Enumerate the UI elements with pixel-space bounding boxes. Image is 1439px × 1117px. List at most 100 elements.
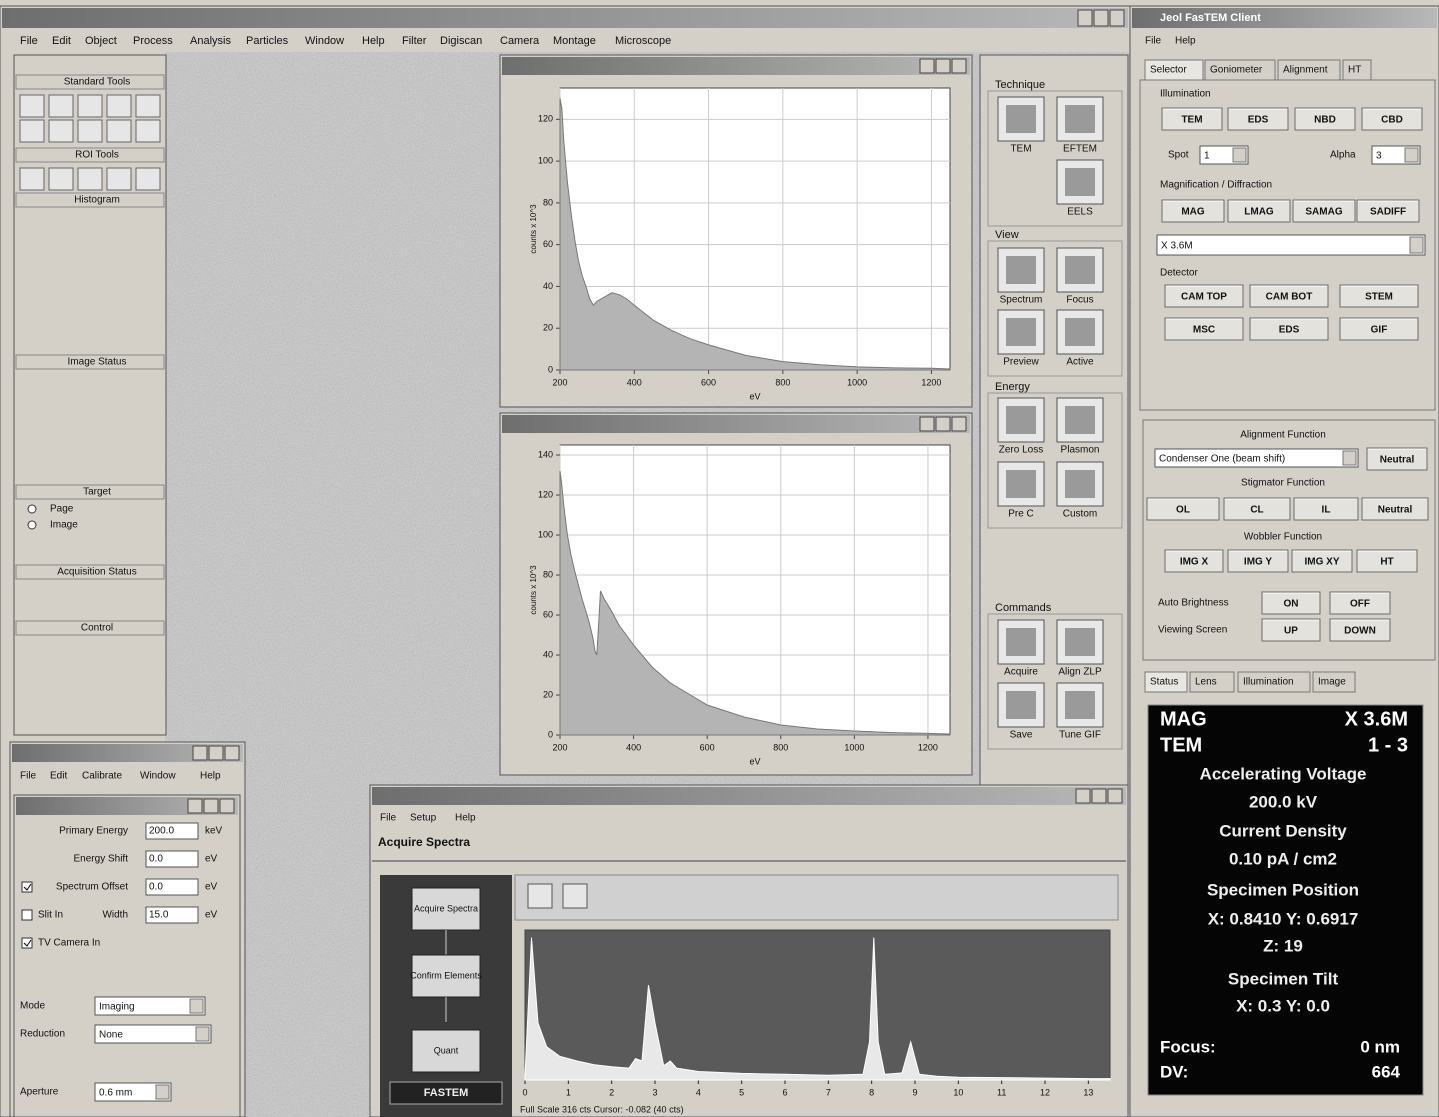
- tool-icon[interactable]: [78, 95, 102, 117]
- button-label[interactable]: IMG Y: [1244, 557, 1272, 568]
- window-control[interactable]: [952, 417, 966, 431]
- menu-item[interactable]: Setup: [410, 813, 437, 824]
- tab-label[interactable]: Alignment: [1283, 65, 1328, 76]
- tab-label[interactable]: Selector: [1150, 65, 1187, 76]
- tab-label[interactable]: Illumination: [1243, 677, 1294, 688]
- menu-item[interactable]: Microscope: [615, 35, 671, 47]
- menu-item[interactable]: File: [1145, 36, 1162, 47]
- radio[interactable]: [28, 505, 36, 513]
- window-control[interactable]: [220, 799, 234, 813]
- button-label[interactable]: Neutral: [1380, 455, 1415, 466]
- button-label[interactable]: MSC: [1193, 325, 1215, 336]
- checkbox[interactable]: [22, 910, 32, 920]
- window-control[interactable]: [1092, 789, 1106, 803]
- button-label[interactable]: TEM: [1181, 115, 1202, 126]
- tab-label[interactable]: HT: [1348, 65, 1361, 76]
- button-label[interactable]: DOWN: [1344, 626, 1376, 637]
- button-label[interactable]: IL: [1322, 505, 1331, 516]
- dropdown-arrow[interactable]: [1233, 148, 1246, 162]
- tool-icon[interactable]: [49, 95, 73, 117]
- tab-label[interactable]: Status: [1150, 677, 1178, 688]
- menu-item[interactable]: Particles: [246, 35, 289, 47]
- window-control[interactable]: [209, 746, 223, 760]
- menu-item[interactable]: Camera: [500, 35, 540, 47]
- tab-label[interactable]: Goniometer: [1210, 65, 1263, 76]
- button-label[interactable]: STEM: [1365, 292, 1393, 303]
- menu-item[interactable]: File: [20, 35, 38, 47]
- tool-icon[interactable]: [20, 168, 44, 190]
- menu-item[interactable]: Edit: [50, 771, 67, 782]
- dropdown-arrow[interactable]: [1410, 237, 1423, 253]
- button-label[interactable]: EDS: [1248, 115, 1269, 126]
- button-label[interactable]: SAMAG: [1305, 207, 1342, 218]
- window-control[interactable]: [204, 799, 218, 813]
- tool-icon[interactable]: [78, 168, 102, 190]
- button-label[interactable]: IMG X: [1180, 557, 1209, 568]
- menu-item[interactable]: File: [20, 771, 37, 782]
- window-control[interactable]: [1076, 789, 1090, 803]
- dropdown-arrow[interactable]: [196, 1027, 209, 1041]
- button-label[interactable]: Acquire Spectra: [414, 903, 478, 913]
- menu-item[interactable]: Analysis: [190, 35, 231, 47]
- tab-label[interactable]: Lens: [1195, 677, 1217, 688]
- tool-icon[interactable]: [107, 120, 131, 142]
- button-label[interactable]: OL: [1176, 505, 1190, 516]
- dropdown[interactable]: [1157, 235, 1425, 255]
- button-label[interactable]: ON: [1284, 599, 1299, 610]
- menu-item[interactable]: Process: [133, 35, 173, 47]
- menu-item[interactable]: Filter: [402, 35, 427, 47]
- tool-icon[interactable]: [49, 120, 73, 142]
- button-label[interactable]: Quant: [434, 1045, 459, 1055]
- button-label[interactable]: CAM BOT: [1266, 292, 1313, 303]
- window-control[interactable]: [188, 799, 202, 813]
- menu-item[interactable]: Edit: [52, 35, 71, 47]
- tool-icon[interactable]: [136, 95, 160, 117]
- button-label[interactable]: Neutral: [1378, 505, 1413, 516]
- button-label[interactable]: IMG XY: [1304, 557, 1339, 568]
- window-control[interactable]: [1094, 10, 1108, 26]
- dropdown-arrow[interactable]: [190, 999, 203, 1013]
- window-control[interactable]: [936, 59, 950, 73]
- menu-item[interactable]: Help: [200, 771, 221, 782]
- button-label[interactable]: SADIFF: [1370, 207, 1406, 218]
- radio[interactable]: [28, 521, 36, 529]
- tool-icon[interactable]: [136, 120, 160, 142]
- menu-item[interactable]: Help: [1175, 36, 1196, 47]
- button-label[interactable]: LMAG: [1244, 207, 1274, 218]
- tab-label[interactable]: Image: [1318, 677, 1346, 688]
- window-control[interactable]: [920, 59, 934, 73]
- dropdown-arrow[interactable]: [156, 1085, 169, 1099]
- menu-item[interactable]: Montage: [553, 35, 596, 47]
- menu-item[interactable]: Object: [85, 35, 117, 47]
- button-label[interactable]: EDS: [1279, 325, 1300, 336]
- menu-item[interactable]: File: [380, 813, 397, 824]
- menu-item[interactable]: Digiscan: [440, 35, 482, 47]
- window-control[interactable]: [936, 417, 950, 431]
- menu-item[interactable]: Help: [362, 35, 385, 47]
- menu-item[interactable]: Calibrate: [82, 771, 122, 782]
- tool-icon[interactable]: [78, 120, 102, 142]
- window-control[interactable]: [225, 746, 239, 760]
- button-label[interactable]: GIF: [1371, 325, 1388, 336]
- menu-item[interactable]: Window: [140, 771, 176, 782]
- button-label[interactable]: HT: [1380, 557, 1393, 568]
- button-label[interactable]: CL: [1250, 505, 1263, 516]
- tool-button[interactable]: [563, 884, 587, 908]
- window-control[interactable]: [1108, 789, 1122, 803]
- button-label[interactable]: NBD: [1314, 115, 1336, 126]
- window-control[interactable]: [1110, 10, 1124, 26]
- button-label[interactable]: CBD: [1381, 115, 1403, 126]
- button-label[interactable]: Confirm Elements: [410, 970, 482, 980]
- window-control[interactable]: [1078, 10, 1092, 26]
- window-control[interactable]: [952, 59, 966, 73]
- menu-item[interactable]: Window: [305, 35, 344, 47]
- tool-icon[interactable]: [49, 168, 73, 190]
- dropdown-arrow[interactable]: [1343, 451, 1356, 465]
- tool-icon[interactable]: [107, 168, 131, 190]
- button-label[interactable]: MAG: [1181, 207, 1205, 218]
- tool-button[interactable]: [528, 884, 552, 908]
- tool-icon[interactable]: [107, 95, 131, 117]
- button-label[interactable]: UP: [1284, 626, 1298, 637]
- button-label[interactable]: CAM TOP: [1181, 292, 1227, 303]
- menu-item[interactable]: Help: [455, 813, 476, 824]
